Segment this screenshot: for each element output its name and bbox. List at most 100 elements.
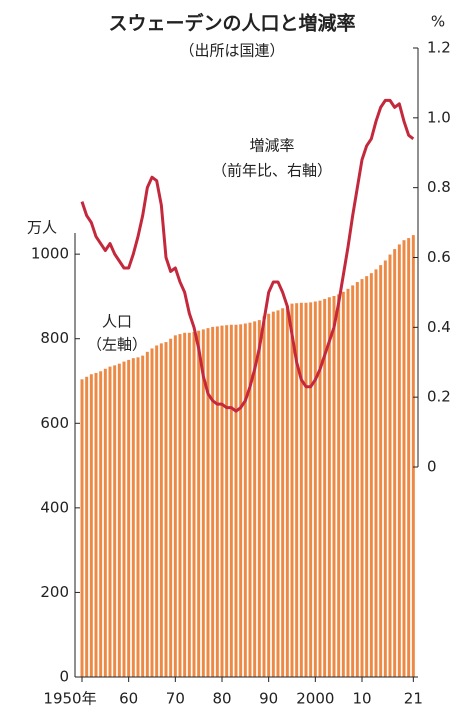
bar xyxy=(271,311,275,677)
bar xyxy=(103,368,107,677)
bar xyxy=(402,240,406,677)
bar xyxy=(295,303,299,677)
bar xyxy=(85,376,89,677)
bar xyxy=(304,302,308,677)
bar xyxy=(379,265,383,677)
y2-tick-label: 0.6 xyxy=(427,248,451,266)
bar xyxy=(309,302,313,677)
x-tick-label: 60 xyxy=(119,690,138,708)
bar xyxy=(211,326,215,677)
bar xyxy=(145,351,149,677)
bar xyxy=(225,325,229,677)
y2-tick-label: 0.2 xyxy=(427,388,451,406)
y2-tick-label: 1.2 xyxy=(427,39,451,57)
bar xyxy=(411,235,415,677)
bar xyxy=(197,330,201,677)
bar xyxy=(201,329,205,677)
bar xyxy=(108,366,112,677)
x-tick-label: 2000 xyxy=(296,690,334,708)
bar xyxy=(267,313,271,677)
bar xyxy=(355,282,359,677)
bar xyxy=(141,355,145,677)
y2-tick-label: 1.0 xyxy=(427,108,451,126)
bar xyxy=(122,361,126,677)
bar xyxy=(276,310,280,677)
annotation: （左軸） xyxy=(87,336,147,354)
x-tick-label: 80 xyxy=(212,690,231,708)
bar xyxy=(127,359,131,677)
y-unit: 万人 xyxy=(27,219,57,237)
bar xyxy=(183,332,187,677)
chart-title: スウェーデンの人口と増減率 xyxy=(108,12,355,35)
y2-unit: % xyxy=(431,13,445,31)
bar xyxy=(173,335,177,677)
x-tick-label: 10 xyxy=(352,690,371,708)
bar xyxy=(117,363,121,677)
bar xyxy=(332,296,336,677)
bar xyxy=(393,249,397,677)
bar xyxy=(257,320,261,677)
bar xyxy=(178,334,182,677)
bar xyxy=(248,322,252,677)
bar xyxy=(169,338,173,677)
y2-tick-label: 0.8 xyxy=(427,178,451,196)
bar xyxy=(281,308,285,677)
bar xyxy=(313,301,317,677)
bar xyxy=(206,328,210,677)
annotation: 増減率 xyxy=(249,137,294,155)
y2-tick-label: 0.4 xyxy=(427,318,451,336)
bar xyxy=(351,285,355,677)
bar xyxy=(99,371,103,677)
bar xyxy=(164,342,168,677)
line xyxy=(80,98,415,413)
bar xyxy=(341,291,345,677)
annotation: （前年比、右軸） xyxy=(212,162,332,180)
x-tick-label: 90 xyxy=(259,690,278,708)
bar xyxy=(365,276,369,677)
bar xyxy=(327,297,331,677)
bar xyxy=(299,302,303,677)
bar xyxy=(346,288,350,677)
y-tick-label: 800 xyxy=(40,329,69,347)
bar xyxy=(290,303,294,677)
bar xyxy=(407,238,411,677)
bar xyxy=(262,316,266,677)
y-tick-label: 400 xyxy=(40,498,69,516)
bar xyxy=(239,324,243,677)
bar xyxy=(383,260,387,677)
bar xyxy=(220,325,224,677)
bar xyxy=(192,331,196,677)
annotation: 人口 xyxy=(102,313,132,331)
bar xyxy=(215,326,219,677)
bar xyxy=(187,332,191,677)
chart-subtitle: （出所は国連） xyxy=(179,42,284,60)
bar xyxy=(369,273,373,677)
bar xyxy=(360,279,364,677)
bar xyxy=(89,374,93,677)
bar xyxy=(285,305,289,677)
bar xyxy=(131,358,135,677)
bar xyxy=(253,321,257,677)
bar xyxy=(80,379,84,677)
bar xyxy=(229,324,233,677)
x-tick-label: 1950年 xyxy=(43,690,96,708)
bar xyxy=(388,254,392,677)
y-tick-label: 0 xyxy=(59,668,69,686)
bar xyxy=(113,365,117,677)
y-tick-label: 1000 xyxy=(31,245,69,263)
y2-tick-label: 0 xyxy=(427,458,437,476)
bar xyxy=(159,343,163,677)
bar xyxy=(150,348,154,677)
bar xyxy=(374,269,378,677)
bar xyxy=(234,324,238,677)
x-tick-label: 70 xyxy=(166,690,185,708)
bar xyxy=(136,357,140,677)
x-tick-label: 21 xyxy=(404,690,423,708)
y-tick-label: 600 xyxy=(40,414,69,432)
bar xyxy=(155,345,159,677)
bar xyxy=(94,372,98,677)
bar xyxy=(323,298,327,677)
bar xyxy=(318,300,322,677)
